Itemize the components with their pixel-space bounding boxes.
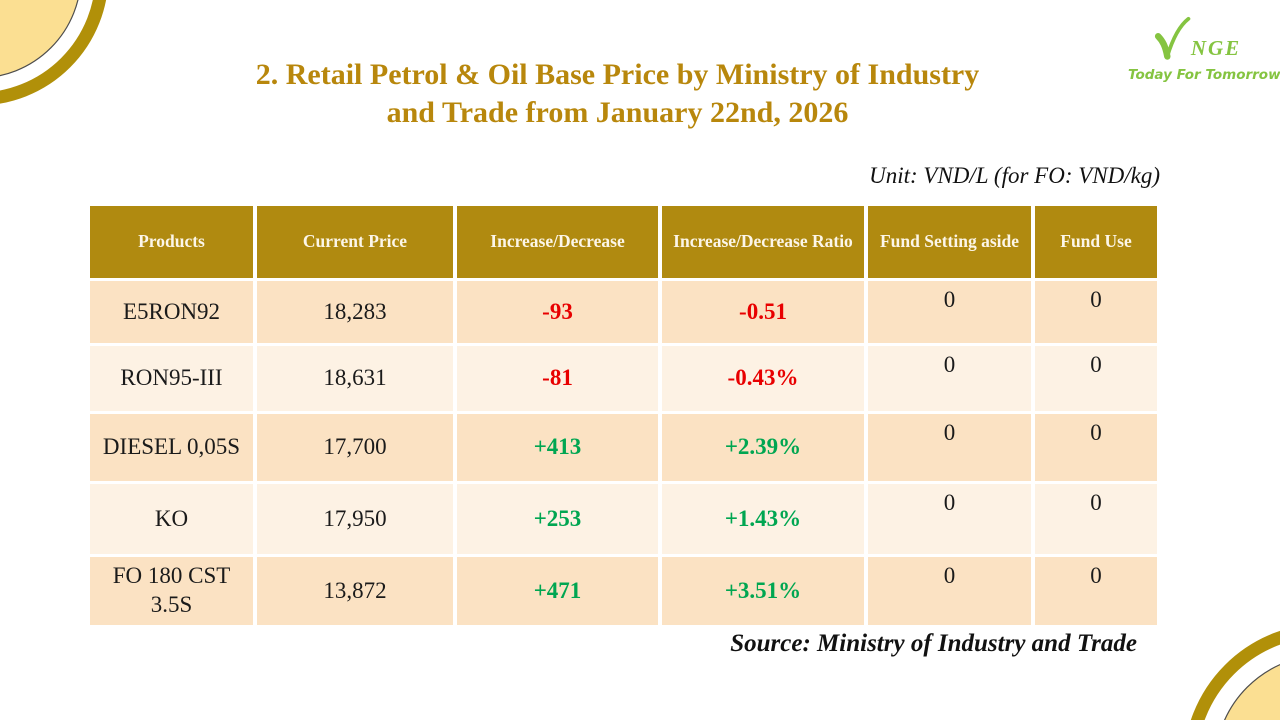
cell-fund-setting-aside: 0	[868, 414, 1031, 481]
col-header-increase-decrease-ratio: Increase/Decrease Ratio	[662, 206, 864, 278]
cell-change: +413	[457, 414, 658, 481]
price-table: Products Current Price Increase/Decrease…	[90, 206, 1157, 625]
cell-fund-use: 0	[1035, 484, 1157, 554]
col-header-fund-use: Fund Use	[1035, 206, 1157, 278]
cell-fund-use: 0	[1035, 557, 1157, 625]
cell-change-ratio: -0.51	[662, 281, 864, 343]
cell-product: DIESEL 0,05S	[90, 414, 253, 481]
unit-note: Unit: VND/L (for FO: VND/kg)	[869, 163, 1160, 188]
cell-current-price: 17,950	[257, 484, 453, 554]
logo-brand-text: NGE	[1190, 36, 1242, 60]
cell-change-ratio: +1.43%	[662, 484, 864, 554]
cell-product: E5RON92	[90, 281, 253, 343]
cell-current-price: 18,631	[257, 346, 453, 411]
cell-current-price: 13,872	[257, 557, 453, 625]
cell-fund-setting-aside: 0	[868, 484, 1031, 554]
logo-tagline: Today For Tomorrow	[1128, 67, 1280, 83]
cell-product: KO	[90, 484, 253, 554]
cell-change-ratio: -0.43%	[662, 346, 864, 411]
col-header-increase-decrease: Increase/Decrease	[457, 206, 658, 278]
cell-current-price: 17,700	[257, 414, 453, 481]
page-title-line1: 2. Retail Petrol & Oil Base Price by Min…	[255, 58, 980, 91]
cell-fund-use: 0	[1035, 281, 1157, 343]
page-title: 2. Retail Petrol & Oil Base Price by Min…	[55, 56, 1180, 132]
col-header-fund-setting-aside: Fund Setting aside	[868, 206, 1031, 278]
cell-product: RON95-III	[90, 346, 253, 411]
cell-change-ratio: +3.51%	[662, 557, 864, 625]
logo: NGE Today For Tomorrow	[1128, 16, 1280, 83]
cell-change: +253	[457, 484, 658, 554]
source-note: Source: Ministry of Industry and Trade	[730, 630, 1137, 657]
cell-change-ratio: +2.39%	[662, 414, 864, 481]
page-title-line2: and Trade from January 22nd, 2026	[386, 96, 849, 129]
cell-current-price: 18,283	[257, 281, 453, 343]
cell-fund-use: 0	[1035, 414, 1157, 481]
logo-brand: NGE	[1128, 16, 1264, 62]
cell-product: FO 180 CST 3.5S	[90, 557, 253, 625]
col-header-products: Products	[90, 206, 253, 278]
cell-change: -93	[457, 281, 658, 343]
col-header-current-price: Current Price	[257, 206, 453, 278]
checkmark-icon	[1154, 16, 1191, 60]
cell-change: +471	[457, 557, 658, 625]
cell-fund-setting-aside: 0	[868, 281, 1031, 343]
cell-change: -81	[457, 346, 658, 411]
cell-fund-setting-aside: 0	[868, 557, 1031, 625]
cell-fund-setting-aside: 0	[868, 346, 1031, 411]
cell-fund-use: 0	[1035, 346, 1157, 411]
